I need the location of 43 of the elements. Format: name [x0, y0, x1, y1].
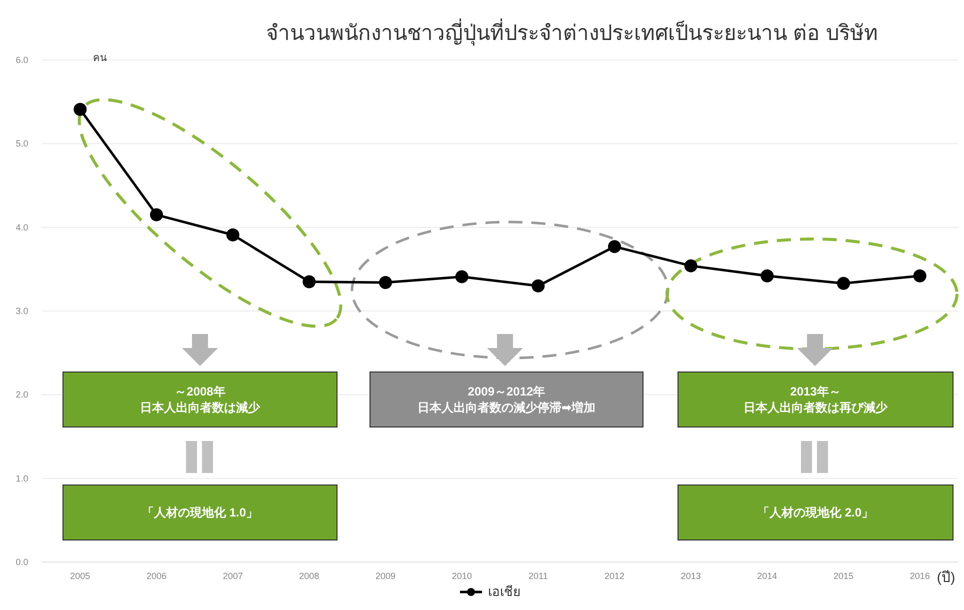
y-axis-title: คน — [93, 53, 107, 64]
y-tick-label: 3.0 — [16, 306, 28, 316]
chart-title: จำนวนพนักงานชาวญี่ปุ่นที่ประจำต่างประเทศเป็นระยะนาน ต่อ บริษัท — [266, 18, 878, 46]
x-tick-label: 2014 — [757, 571, 778, 581]
y-tick-label: 5.0 — [16, 138, 28, 149]
y-tick-label: 4.0 — [16, 222, 28, 232]
point — [74, 102, 87, 116]
x-tick-label: 2008 — [299, 571, 320, 581]
annotation: ～2008年 — [174, 384, 226, 398]
x-tick-label: 2007 — [222, 571, 243, 581]
annotation: 日本人出向者数の減少停滞➡増加 — [417, 400, 596, 414]
y-tick-label: 6.0 — [16, 55, 28, 65]
x-tick-label: 2010 — [452, 571, 472, 581]
point — [455, 270, 468, 284]
point — [532, 279, 545, 292]
point — [379, 276, 392, 290]
point — [837, 276, 850, 290]
y-tick-label: 0.0 — [16, 557, 28, 567]
x-tick-label: 2011 — [528, 571, 548, 581]
x-tick-label: 2015 — [833, 571, 854, 581]
point — [302, 275, 316, 288]
annotation: 日本人出向者数は再び減少 — [744, 400, 888, 414]
annotation: 「人材の現地化 2.0」 — [757, 506, 874, 520]
x-tick-label: 2012 — [604, 571, 625, 581]
x-tick-label: 2013 — [680, 571, 701, 581]
point — [226, 228, 240, 242]
x-tick-label: 2005 — [70, 571, 90, 581]
annotation: 2013年～ — [790, 384, 841, 398]
x-tick-label: 2009 — [375, 571, 396, 581]
point — [760, 269, 774, 282]
x-tick-label: 2006 — [146, 571, 167, 581]
point — [150, 208, 163, 222]
legend-label: เอเชีย — [488, 584, 521, 599]
y-tick-label: 2.0 — [16, 390, 28, 400]
point — [684, 259, 698, 272]
x-axis-title: (ปี) — [936, 569, 956, 585]
y-tick-label: 1.0 — [16, 473, 28, 484]
point — [608, 240, 621, 254]
point — [913, 269, 926, 282]
x-tick-label: 2016 — [910, 571, 930, 581]
annotation: 「人材の現地化 1.0」 — [142, 506, 258, 520]
annotation: 2009～2012年 — [468, 384, 546, 398]
annotation: 日本人出向者数は減少 — [140, 400, 261, 414]
